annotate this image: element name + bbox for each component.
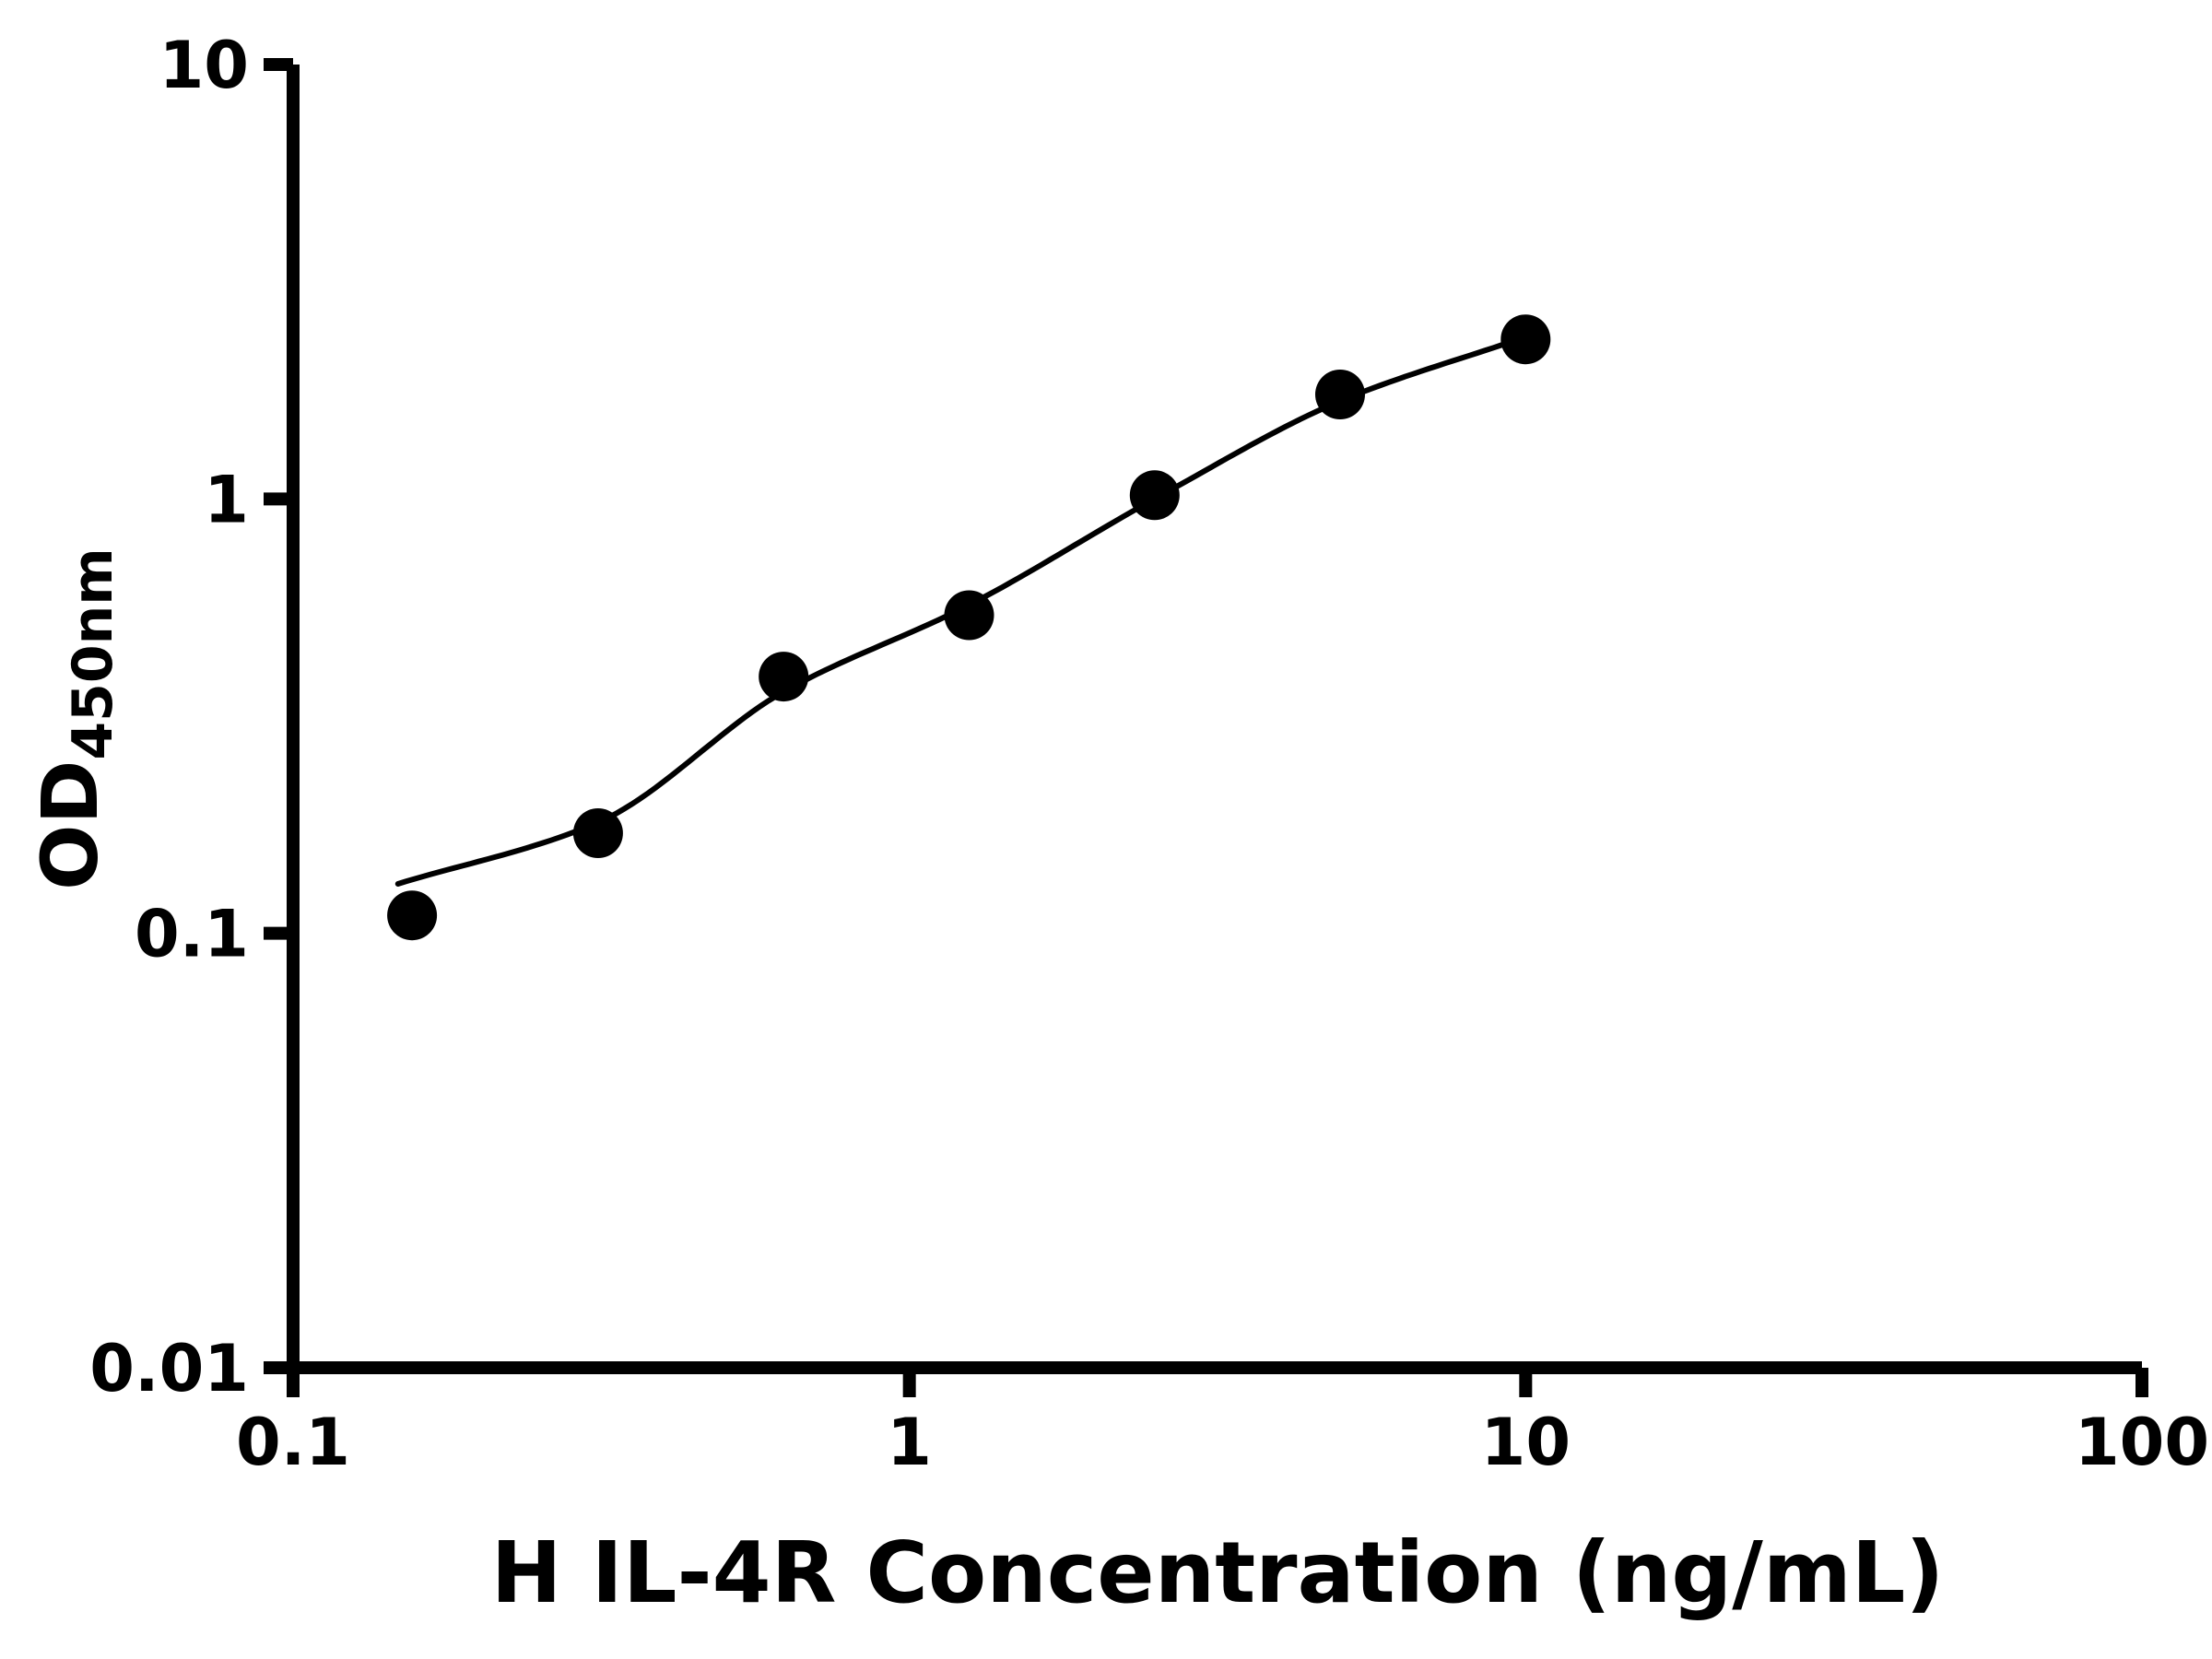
y-tick-label: 1 xyxy=(204,462,249,537)
y-tick-label: 10 xyxy=(159,28,249,103)
y-axis-title: OD450nm xyxy=(25,547,125,890)
data-point xyxy=(1500,314,1551,365)
data-point xyxy=(944,590,994,641)
axes-spine xyxy=(287,65,2142,1374)
y-tick-label: 0.01 xyxy=(89,1331,249,1406)
data-point xyxy=(759,652,809,702)
x-tick-label: 100 xyxy=(2075,1405,2209,1480)
x-tick-label: 10 xyxy=(1481,1405,1571,1480)
data-point xyxy=(572,808,623,858)
x-tick-label: 1 xyxy=(887,1405,932,1480)
x-tick-label: 0.1 xyxy=(236,1405,350,1480)
y-axis-title-sub: 450nm xyxy=(61,547,125,759)
data-point xyxy=(387,890,438,941)
y-axis-title-main: OD xyxy=(25,760,115,890)
data-point xyxy=(1315,370,1365,419)
data-point xyxy=(1129,470,1180,521)
y-tick-label: 0.1 xyxy=(135,897,249,972)
x-axis-title: H IL-4R Concentration (ng/mL) xyxy=(491,1524,1945,1622)
